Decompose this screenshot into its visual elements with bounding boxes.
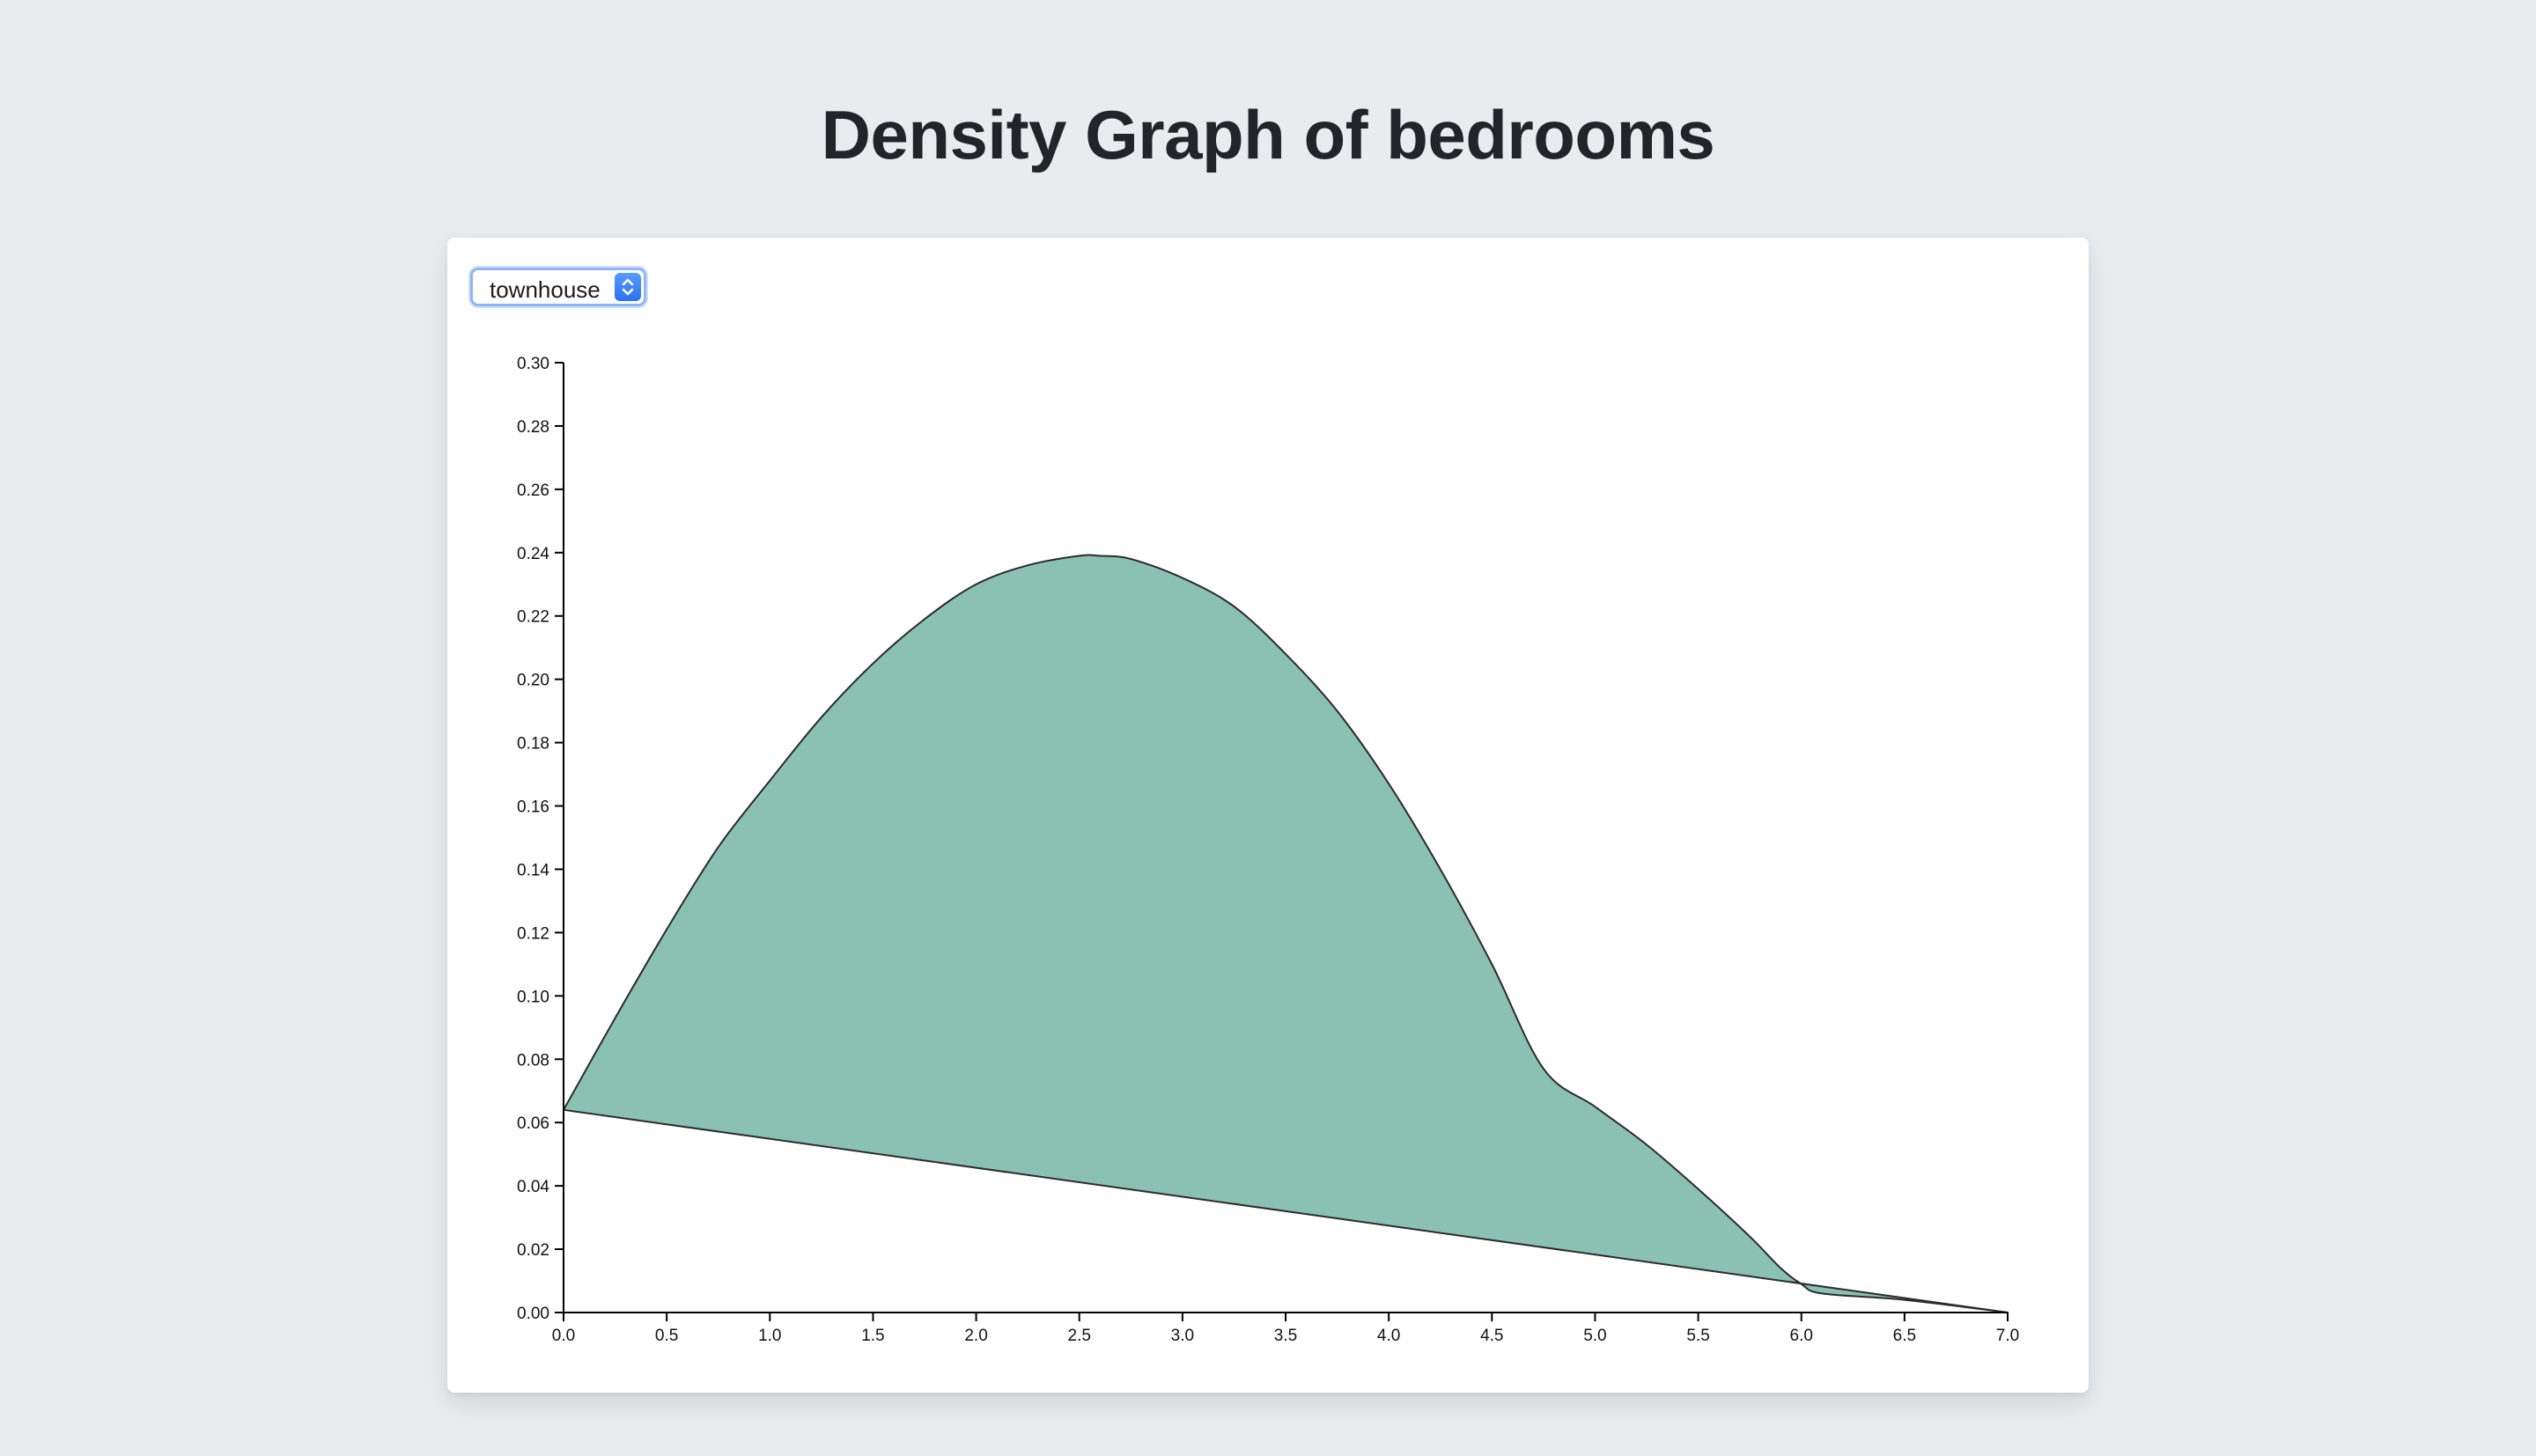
x-tick-label: 3.5 xyxy=(1274,1327,1297,1345)
y-tick-label: 0.26 xyxy=(517,482,549,500)
y-tick-label: 0.10 xyxy=(517,988,549,1006)
x-tick-label: 0.5 xyxy=(655,1327,678,1345)
select-value: townhouse xyxy=(490,276,601,303)
y-axis: 0.00 0.02 0.04 0.06 0.08 0.10 0.12 0.14 0.16 0.18… xyxy=(517,355,564,1323)
y-tick-label: 0.18 xyxy=(517,735,549,754)
x-tick-label: 1.0 xyxy=(758,1327,781,1345)
density-area xyxy=(563,554,2009,1313)
y-tick-label: 0.12 xyxy=(517,924,549,943)
y-tick-label: 0.08 xyxy=(517,1051,549,1070)
x-tick-label: 3.0 xyxy=(1171,1327,1194,1345)
y-tick-label: 0.16 xyxy=(517,798,549,817)
y-tick-label: 0.30 xyxy=(517,355,549,373)
x-axis: 0.0 0.5 1.0 1.5 2.0 2.5 3.0 3.5 4.0 4.5 5.0 5.5 6.0 6… xyxy=(552,1312,2019,1345)
y-tick-label: 0.06 xyxy=(517,1114,549,1133)
x-tick-label: 2.0 xyxy=(964,1327,987,1345)
x-tick-label: 0.0 xyxy=(552,1327,575,1345)
x-tick-label: 6.5 xyxy=(1893,1327,1916,1345)
page-title: Density Graph of bedrooms xyxy=(821,96,1715,173)
x-tick-label: 7.0 xyxy=(1996,1327,2019,1345)
density-chart: 0.00 0.02 0.04 0.06 0.08 0.10 0.12 0.14 0.16 0.18… xyxy=(517,355,2019,1345)
area-layer xyxy=(563,554,2009,1313)
y-tick-label: 0.22 xyxy=(517,608,549,627)
y-tick-label: 0.00 xyxy=(517,1305,549,1323)
property-type-select[interactable]: townhouse xyxy=(470,268,646,306)
y-tick-label: 0.20 xyxy=(517,672,549,690)
y-tick-label: 0.14 xyxy=(517,861,549,879)
x-tick-label: 5.5 xyxy=(1686,1327,1709,1345)
chart-card: townhouse 0.00 0.02 0.04 0.06 0.08 0.10 0.12 0.… xyxy=(447,238,2089,1393)
y-tick-label: 0.28 xyxy=(517,418,549,437)
y-tick-label: 0.24 xyxy=(517,545,549,563)
y-tick-label: 0.04 xyxy=(517,1178,549,1196)
x-tick-label: 5.0 xyxy=(1583,1327,1606,1345)
chevron-up-down-icon[interactable] xyxy=(615,273,641,301)
x-tick-label: 4.5 xyxy=(1480,1327,1503,1345)
x-tick-label: 6.0 xyxy=(1790,1327,1813,1345)
x-tick-label: 2.5 xyxy=(1068,1327,1091,1345)
x-tick-label: 1.5 xyxy=(861,1327,884,1345)
x-tick-label: 4.0 xyxy=(1377,1327,1400,1345)
y-tick-label: 0.02 xyxy=(517,1241,549,1260)
